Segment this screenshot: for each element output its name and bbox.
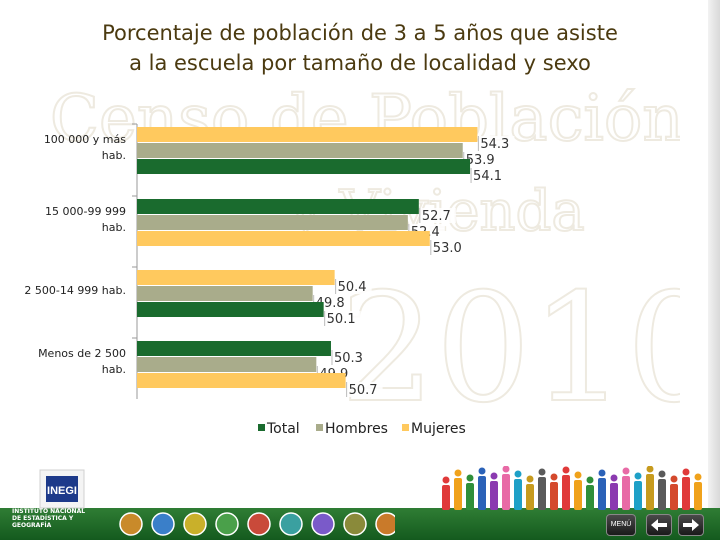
category-label: 100 000 y más hab. bbox=[44, 133, 126, 162]
chart-title: Porcentaje de población de 3 a 5 años qu… bbox=[40, 18, 680, 78]
person-figure bbox=[502, 466, 510, 510]
person-figure bbox=[490, 472, 498, 510]
person-figure bbox=[646, 466, 654, 510]
topic-icon[interactable] bbox=[311, 512, 335, 536]
data-label: 52.7 bbox=[422, 209, 451, 224]
bar-hombres bbox=[137, 143, 463, 158]
legend-label-total: Total bbox=[266, 421, 300, 437]
person-figure bbox=[634, 472, 642, 510]
topic-icon[interactable] bbox=[343, 512, 367, 536]
slide-frame bbox=[708, 0, 720, 540]
topic-icon[interactable] bbox=[119, 512, 143, 536]
bar-total bbox=[137, 302, 324, 317]
bar-total bbox=[137, 199, 419, 214]
data-label: 50.7 bbox=[349, 383, 378, 398]
bar-total bbox=[137, 159, 471, 174]
bar-hombres bbox=[137, 357, 317, 372]
bar-mujeres bbox=[137, 127, 478, 142]
data-label-bg bbox=[324, 311, 361, 326]
topic-icon[interactable] bbox=[375, 512, 395, 536]
person-figure bbox=[574, 471, 582, 510]
topic-icon[interactable] bbox=[247, 512, 271, 536]
bar-total bbox=[137, 341, 331, 356]
legend-swatch-total bbox=[258, 424, 265, 431]
legend-label-hombres: Hombres bbox=[325, 421, 388, 437]
data-label: 53.9 bbox=[466, 153, 495, 168]
category-label-line: 15 000-99 999 bbox=[45, 205, 126, 218]
topic-icon[interactable] bbox=[183, 512, 207, 536]
data-label-bg bbox=[463, 152, 500, 167]
category-label: 2 500-14 999 hab. bbox=[24, 284, 126, 297]
chart-title-line2: a la escuela por tamaño de localidad y s… bbox=[129, 51, 591, 75]
data-label-bg bbox=[335, 279, 372, 294]
inegi-name: INSTITUTO NACIONAL DE ESTADÍSTICA Y GEOG… bbox=[12, 508, 112, 529]
legend-label-mujeres: Mujeres bbox=[411, 421, 466, 437]
category-label: 15 000-99 999 hab. bbox=[45, 205, 126, 234]
person-figure bbox=[538, 468, 546, 510]
data-label: 50.1 bbox=[327, 312, 356, 327]
topic-icon[interactable] bbox=[151, 512, 175, 536]
category-label-line: 2 500-14 999 hab. bbox=[24, 284, 126, 297]
person-figure bbox=[442, 476, 450, 510]
bar-hombres bbox=[137, 215, 408, 230]
data-label-bg bbox=[478, 136, 515, 151]
person-figure bbox=[562, 466, 570, 510]
topic-icon[interactable] bbox=[279, 512, 303, 536]
data-label-bg bbox=[430, 240, 467, 255]
legend-swatch-hombres bbox=[316, 424, 323, 431]
person-figure bbox=[526, 475, 534, 510]
arrow-left-icon bbox=[651, 519, 667, 531]
logo-acronym: INEGI bbox=[47, 485, 77, 497]
previous-button[interactable] bbox=[646, 514, 672, 536]
data-label-bg bbox=[419, 208, 456, 223]
person-figure bbox=[478, 467, 486, 510]
chart-title-line1: Porcentaje de población de 3 a 5 años qu… bbox=[102, 21, 618, 45]
category-label-line: hab. bbox=[102, 363, 126, 376]
data-label: 50.3 bbox=[334, 351, 363, 366]
category-label: Menos de 2 500 hab. bbox=[38, 347, 126, 376]
data-label-bg bbox=[346, 382, 383, 397]
person-figure bbox=[658, 470, 666, 510]
menu-button[interactable]: MENÚ bbox=[606, 514, 636, 536]
person-figure bbox=[610, 474, 618, 510]
person-figure bbox=[466, 474, 474, 510]
topic-icons-bar bbox=[119, 512, 395, 536]
bar-hombres bbox=[137, 286, 313, 301]
next-button[interactable] bbox=[678, 514, 704, 536]
person-figure bbox=[550, 473, 558, 510]
arrow-right-icon bbox=[683, 519, 699, 531]
legend-swatch-mujeres bbox=[402, 424, 409, 431]
bar-mujeres bbox=[137, 373, 346, 388]
data-label: 54.1 bbox=[473, 169, 502, 184]
menu-button-label: MENÚ bbox=[610, 521, 632, 528]
person-figure bbox=[622, 467, 630, 510]
bar-mujeres bbox=[137, 270, 335, 285]
person-figure bbox=[598, 469, 606, 510]
bar-mujeres bbox=[137, 231, 430, 246]
topic-icon[interactable] bbox=[215, 512, 239, 536]
inegi-logo: INEGI bbox=[39, 469, 85, 509]
data-label: 54.3 bbox=[480, 137, 509, 152]
data-label-bg bbox=[471, 168, 508, 183]
person-figure bbox=[586, 476, 594, 510]
category-label-line: hab. bbox=[102, 149, 126, 162]
data-label-bg bbox=[331, 350, 368, 365]
person-figure bbox=[682, 468, 690, 510]
people-illustration bbox=[442, 466, 702, 510]
person-figure bbox=[454, 469, 462, 510]
data-label: 53.0 bbox=[433, 241, 462, 256]
category-label-line: hab. bbox=[102, 221, 126, 234]
person-figure bbox=[670, 475, 678, 510]
category-label-line: Menos de 2 500 bbox=[38, 347, 126, 360]
inegi-name-line2: DE ESTADÍSTICA Y GEOGRAFÍA bbox=[12, 515, 74, 529]
data-label: 50.4 bbox=[338, 280, 367, 295]
bar-chart: 100 000 y más hab. 54.353.954.1 15 000-99 9… bbox=[24, 123, 515, 437]
inegi-name-line1: INSTITUTO NACIONAL bbox=[12, 508, 86, 515]
category-label-line: 100 000 y más bbox=[44, 133, 126, 146]
person-figure bbox=[514, 470, 522, 510]
person-figure bbox=[694, 473, 702, 510]
